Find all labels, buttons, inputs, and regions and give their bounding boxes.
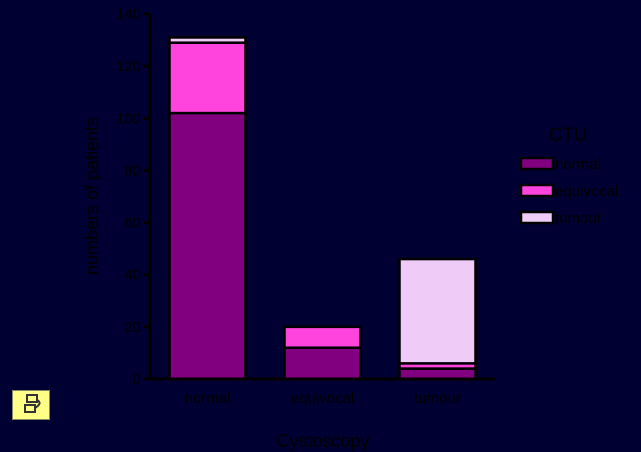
legend-title: CTU xyxy=(548,125,587,146)
y-axis-title: numbers of patients xyxy=(82,117,102,275)
y-tick-label: 20 xyxy=(124,319,141,336)
y-tick-label: 80 xyxy=(124,162,141,179)
legend-swatch-normal xyxy=(519,156,555,171)
legend-label-normal: normal xyxy=(555,156,601,173)
legend-label-equivocal: equivocal xyxy=(555,183,618,200)
y-tick-label: 120 xyxy=(116,58,141,75)
legend-swatch-equivocal xyxy=(519,183,555,198)
legend-swatch-tumour xyxy=(519,210,555,225)
x-tick-label: equivocal xyxy=(291,390,354,407)
bar-tumour-tumour xyxy=(398,257,477,365)
bar-normal-normal xyxy=(168,111,247,381)
y-tick-label: 0 xyxy=(133,371,141,388)
legend: CTU normal equivocal tumour xyxy=(519,125,618,227)
bars-layer xyxy=(168,36,477,381)
bar-normal-tumour xyxy=(168,36,247,44)
y-tick-label: 100 xyxy=(116,110,141,127)
bar-tumour-normal xyxy=(398,367,477,381)
legend-label-tumour: tumour xyxy=(555,210,602,227)
axes-layer: normal equivocal tumour 0 20 40 60 80 100 120 140 xyxy=(116,6,495,407)
x-tick-label: tumour xyxy=(414,390,461,407)
y-tick-label: 140 xyxy=(116,6,141,23)
bar-equivocal-equivocal xyxy=(283,325,362,349)
document-icon[interactable] xyxy=(12,390,50,420)
bar-equivocal-normal xyxy=(283,346,362,381)
y-tick-label: 40 xyxy=(124,267,141,284)
bar-normal-equivocal xyxy=(168,41,247,115)
x-tick-label: normal xyxy=(185,390,231,407)
x-axis-title: Cystoscopy xyxy=(276,431,369,451)
y-tick-label: 60 xyxy=(124,215,141,232)
